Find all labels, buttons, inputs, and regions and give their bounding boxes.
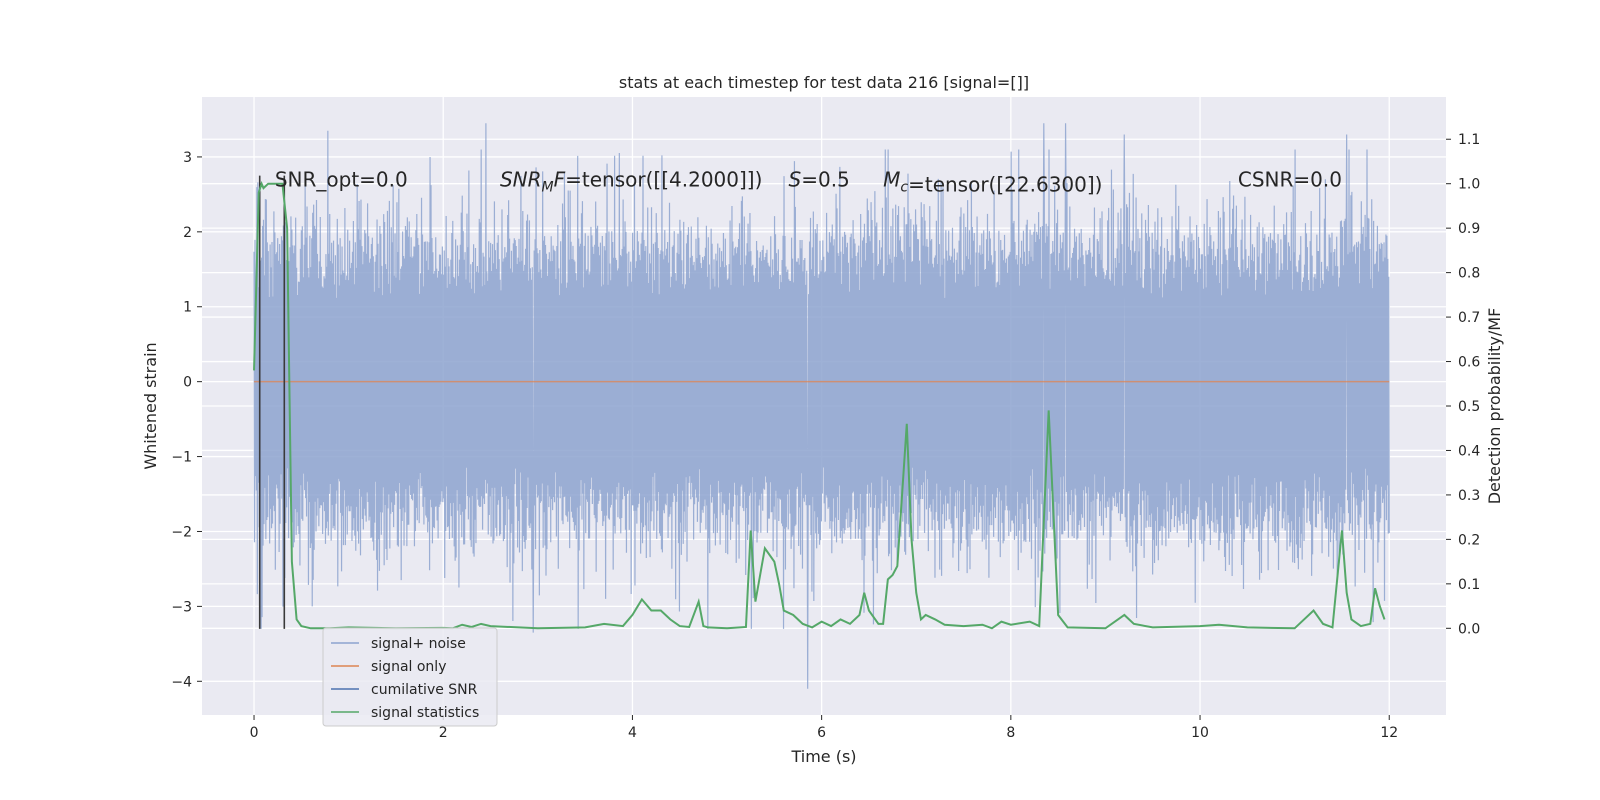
- y2-axis-label: Detection probability/MF: [1485, 308, 1504, 505]
- x-tick-label: 6: [817, 725, 826, 741]
- annotations: SNR_opt=0.0 SNRMF=tensor([[4.2000]]) S=0.5…: [275, 167, 1342, 196]
- x-axis-label: Time (s): [790, 747, 856, 766]
- y2-tick-label: 0.7: [1458, 310, 1480, 326]
- y-tick-label: −1: [171, 450, 192, 466]
- annotation-text: Mc=tensor([22.6300]): [883, 167, 1102, 196]
- y-axis-label: Whitened strain: [141, 342, 160, 469]
- y2-tick-label: 0.1: [1458, 577, 1480, 593]
- chart-title: stats at each timestep for test data 216…: [619, 73, 1029, 92]
- legend-label: signal only: [371, 659, 446, 675]
- y2-tick-label: 1.0: [1458, 177, 1480, 193]
- y-tick-label: 1: [183, 300, 192, 316]
- annotation-text: SNR_opt=0.0: [275, 167, 408, 191]
- y2-tick-label: 0.0: [1458, 621, 1480, 637]
- y2-tick-label: 0.2: [1458, 532, 1480, 548]
- y-tick-label: −3: [171, 599, 192, 615]
- x-tick-label: 12: [1380, 725, 1398, 741]
- x-tick-label: 4: [628, 725, 637, 741]
- legend-label: signal+ noise: [371, 636, 466, 652]
- y-tick-label: 3: [183, 150, 192, 166]
- x-tick-label: 10: [1191, 725, 1209, 741]
- y-tick-label: 2: [183, 225, 192, 241]
- x-tick-label: 2: [439, 725, 448, 741]
- legend-box: [322, 627, 498, 727]
- legend: signal+ noise signal only cumilative SNR si…: [322, 627, 498, 727]
- y2-tick-label: 0.5: [1458, 399, 1480, 415]
- vertical-markers: [258, 175, 286, 629]
- signal-plus-noise-line: [253, 123, 1390, 689]
- annotation-text: S=0.5: [789, 167, 850, 191]
- legend-label: cumilative SNR: [371, 682, 478, 698]
- x-tick-label: 0: [250, 725, 259, 741]
- y2-tick-label: 0.3: [1458, 488, 1480, 504]
- annotation-text: CSNR=0.0: [1238, 167, 1342, 191]
- y2-tick-label: 0.6: [1458, 355, 1480, 371]
- axes: 0 2 4 6 8 10 12−4−3−2−101230.00.10.20.30.40.50…: [171, 132, 1480, 741]
- y2-tick-label: 0.8: [1458, 266, 1480, 282]
- y-tick-label: −4: [171, 674, 192, 690]
- signal-plus-noise-series: [253, 123, 1390, 689]
- x-tick-label: 8: [1006, 725, 1015, 741]
- annotation-text: SNRMF=tensor([[4.2000]]): [500, 167, 762, 195]
- y2-tick-label: 1.1: [1458, 132, 1480, 148]
- y2-tick-label: 0.9: [1458, 221, 1480, 237]
- y-tick-label: −2: [171, 524, 192, 540]
- legend-label: signal statistics: [371, 705, 479, 721]
- y2-tick-label: 0.4: [1458, 443, 1480, 459]
- y-tick-label: 0: [183, 375, 192, 391]
